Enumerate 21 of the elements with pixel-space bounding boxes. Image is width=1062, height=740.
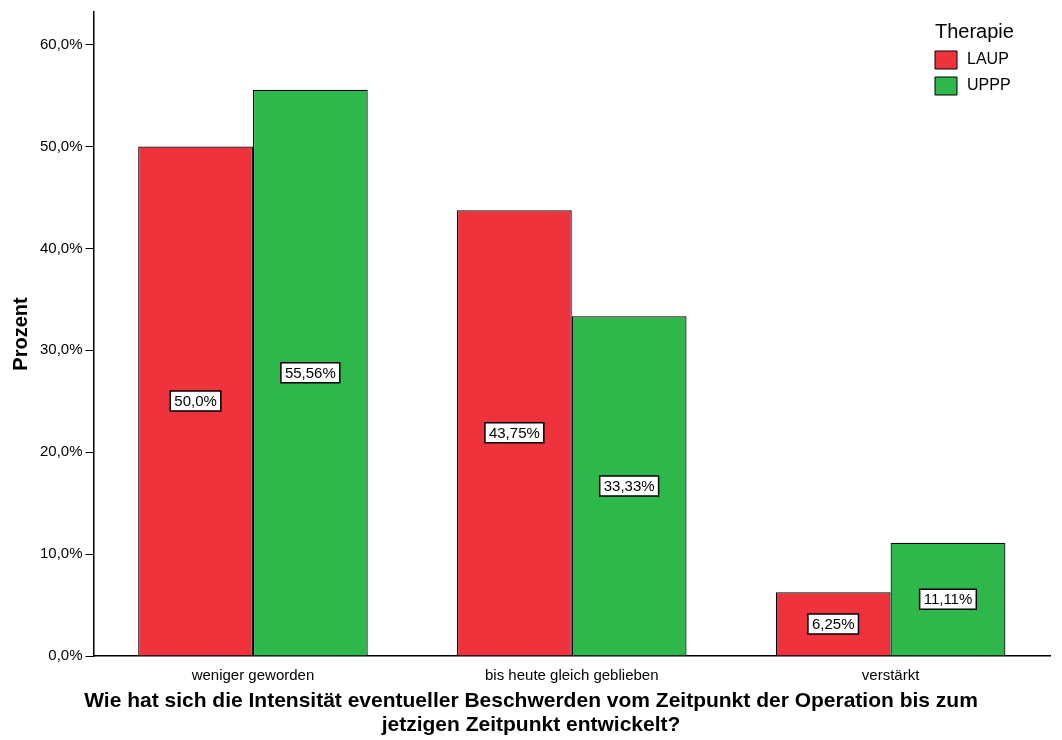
y-tick-label: 40,0% — [39, 238, 83, 256]
data-label: 50,0% — [174, 392, 217, 410]
data-label: 11,11% — [923, 590, 973, 608]
legend-title: Therapie — [935, 19, 1014, 42]
y-tick-label: 10,0% — [39, 544, 83, 562]
y-tick-label: 50,0% — [39, 136, 83, 154]
y-axis-title: Prozent — [8, 296, 31, 371]
data-label: 33,33% — [603, 477, 655, 495]
x-axis-title: Wie hat sich die Intensität eventueller Beschwerden vom Zeitpunkt der Operation bis zum jetzigen Zeitpunkt entwickelt? — [83, 688, 979, 736]
legend-label: UPPP — [967, 76, 1011, 94]
data-label: 6,25% — [811, 615, 855, 633]
y-tick-label: 30,0% — [39, 340, 83, 358]
y-tick-label: 60,0% — [39, 34, 83, 52]
x-tick-label: verstärkt — [861, 666, 921, 684]
y-tick-label: 20,0% — [39, 442, 83, 460]
y-tick-label: 0,0% — [48, 646, 83, 664]
x-tick-label: bis heute gleich geblieben — [485, 666, 659, 684]
data-label: 43,75% — [488, 423, 540, 441]
data-label: 55,56% — [284, 363, 336, 381]
x-tick-label: weniger geworden — [190, 666, 315, 684]
legend-label: LAUP — [967, 50, 1009, 68]
